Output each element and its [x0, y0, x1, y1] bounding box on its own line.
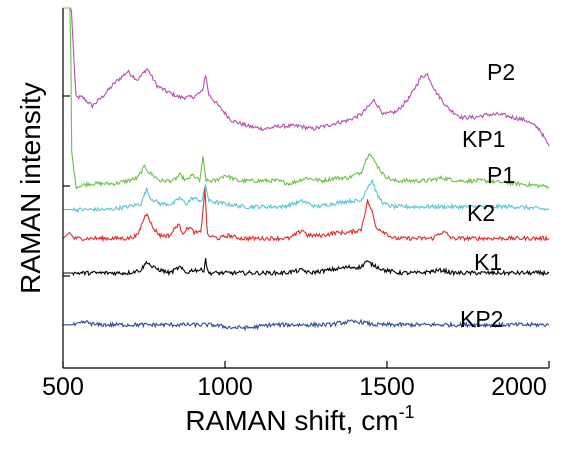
x-tick-label: 2000: [491, 373, 547, 401]
series-label-kp1: KP1: [462, 126, 505, 152]
spectrum-line-p1: [63, 178, 550, 214]
x-axis-title: RAMAN shift, cm-1: [185, 402, 414, 436]
spectrum-line-k2: [62, 187, 550, 243]
x-ticks: 500 1000 1500 2000: [42, 361, 550, 401]
x-tick-label: 1000: [197, 373, 253, 401]
x-axis-title-superscript: -1: [399, 402, 415, 422]
series-label-k1: K1: [474, 249, 502, 275]
spectra-traces: [62, 7, 550, 332]
series-label-p2: P2: [487, 59, 515, 85]
spectrum-line-kp1: [63, 7, 550, 189]
y-axis-title: RAMAN intensity: [15, 82, 46, 294]
series-label-k2: K2: [467, 200, 495, 226]
spectrum-line-kp2: [63, 318, 550, 332]
spectrum-line-k1: [63, 258, 550, 277]
series-labels: P2 KP1 P1 K2 K1 KP2: [460, 59, 515, 332]
series-label-kp2: KP2: [460, 306, 503, 332]
x-tick-label: 1500: [359, 373, 415, 401]
x-tick-label: 500: [42, 373, 84, 401]
series-label-p1: P1: [487, 162, 515, 188]
spectrum-line-p2: [63, 7, 550, 147]
